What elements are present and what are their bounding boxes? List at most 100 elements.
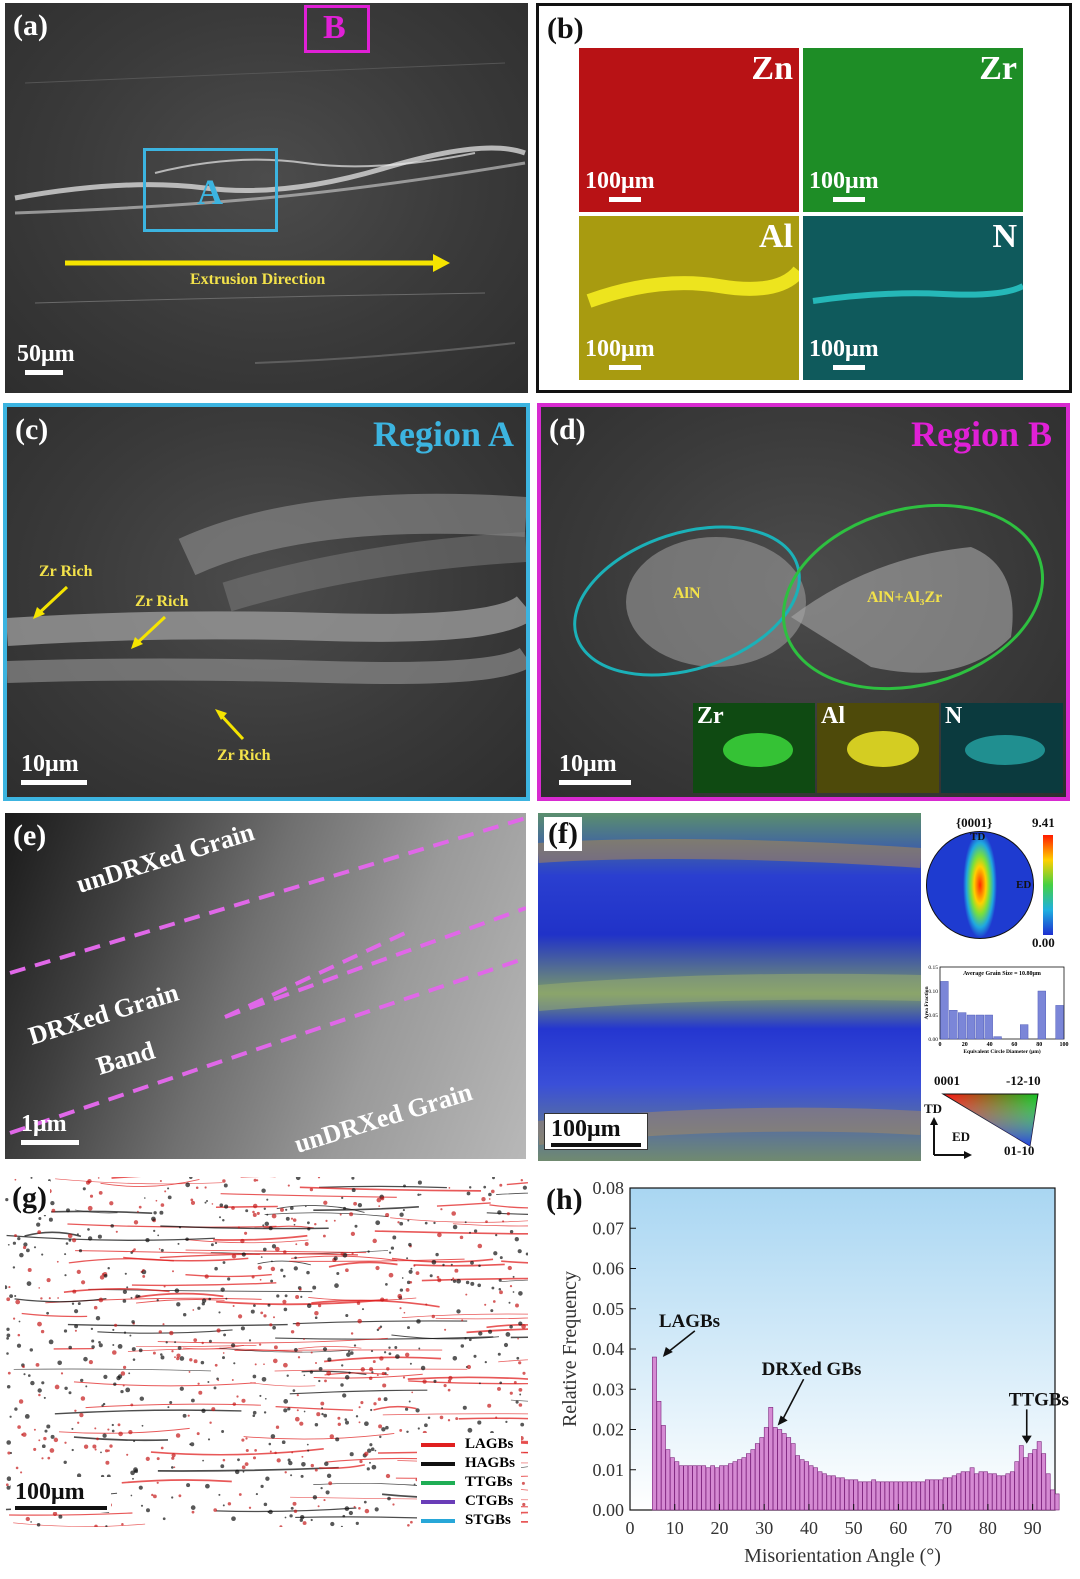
gb-dot	[12, 1241, 16, 1245]
gb-dot	[369, 1443, 373, 1447]
gb-dot	[58, 1514, 63, 1519]
gb-dot	[222, 1179, 226, 1183]
gb-dot	[300, 1474, 304, 1478]
gb-dot	[14, 1294, 17, 1298]
gb-dot	[317, 1303, 322, 1308]
gb-dot	[23, 1242, 28, 1247]
gb-dot	[425, 1303, 428, 1306]
gb-dot	[268, 1442, 272, 1446]
panel-a: (a) A B Extrusion Direction 50μm	[5, 3, 528, 393]
gb-dot	[374, 1507, 379, 1512]
panel-h: (h) 0.00 0.01 0.02 0.03 0.04 0.05 0.06 0.07 0.08 0…	[538, 1175, 1078, 1575]
gb-dot	[64, 1441, 67, 1444]
gb-dot	[473, 1229, 478, 1233]
gb-dot	[227, 1277, 231, 1281]
histogram-bar	[924, 1479, 930, 1511]
gb-dot	[207, 1438, 211, 1441]
panel-e-label: (e)	[13, 819, 47, 852]
gb-dot	[488, 1198, 491, 1200]
gb-dot	[66, 1208, 70, 1213]
histogram-bar	[933, 1479, 939, 1511]
gb-dot	[131, 1249, 135, 1253]
gb-dot	[44, 1429, 48, 1433]
inset-zr: Zr	[693, 703, 815, 793]
gb-dot	[307, 1221, 310, 1225]
x-tick-label: 10	[666, 1518, 684, 1538]
gb-dot	[292, 1389, 296, 1392]
gb-dot	[78, 1249, 83, 1253]
eds-map-zn-scale: 100μm	[585, 168, 655, 202]
gb-dot	[513, 1381, 517, 1384]
gb-dot	[167, 1406, 170, 1409]
pole-ed-label: ED	[1016, 879, 1032, 891]
gb-dot	[205, 1483, 210, 1489]
gb-dot	[431, 1314, 436, 1319]
gb-dot	[250, 1309, 255, 1314]
gb-dot	[485, 1220, 488, 1224]
gb-dot	[37, 1230, 42, 1234]
gb-dot	[290, 1330, 295, 1334]
gb-dot	[452, 1224, 458, 1230]
gb-dot	[452, 1279, 457, 1283]
panel-a-sem-texture	[14, 62, 526, 364]
gb-dot	[345, 1420, 349, 1425]
histogram-bar	[669, 1457, 675, 1511]
gb-line	[157, 1466, 339, 1472]
gb-dot	[237, 1226, 240, 1229]
gb-dot	[193, 1338, 198, 1342]
gb-dot	[280, 1268, 284, 1272]
gb-dot	[318, 1366, 323, 1371]
gb-dot	[48, 1217, 53, 1222]
gb-dot	[284, 1294, 288, 1298]
gb-dot	[26, 1281, 32, 1286]
gb-dot	[41, 1381, 45, 1385]
histogram-bar	[1001, 1475, 1006, 1511]
gb-dot	[200, 1360, 205, 1365]
x-tick-label: 0	[626, 1518, 635, 1538]
gb-dot	[410, 1267, 413, 1270]
gb-dot	[191, 1510, 195, 1514]
gb-dot	[301, 1462, 306, 1467]
gb-dot	[104, 1449, 109, 1453]
gb-line	[514, 1466, 528, 1469]
hist-bar	[984, 1014, 993, 1040]
gb-dot	[310, 1518, 313, 1522]
gb-dot	[232, 1402, 237, 1406]
gb-dot	[274, 1246, 280, 1252]
histogram-bar	[754, 1443, 760, 1511]
gb-dot	[211, 1203, 214, 1205]
gb-dot	[98, 1191, 103, 1195]
gb-dot	[48, 1339, 54, 1345]
gb-dot	[123, 1331, 127, 1334]
hist-ytick-label: 0.05	[928, 1013, 938, 1019]
gb-dot	[170, 1466, 174, 1469]
histogram-bar	[790, 1443, 796, 1511]
gb-dot	[285, 1208, 288, 1211]
gb-dot	[46, 1278, 51, 1283]
gb-dot	[91, 1339, 95, 1343]
gb-dot	[516, 1356, 520, 1360]
gb-dot	[214, 1266, 218, 1271]
gb-dot	[142, 1269, 145, 1272]
hist-bar	[949, 1010, 958, 1040]
gb-dot	[317, 1177, 321, 1179]
gb-dot	[33, 1428, 36, 1431]
axes-ed-label: ED	[952, 1129, 971, 1144]
gb-line	[213, 1234, 308, 1241]
gb-line	[216, 1298, 388, 1306]
gb-dot	[336, 1271, 340, 1276]
gb-line	[435, 1317, 528, 1320]
gb-line	[301, 1370, 367, 1375]
hist-xtick-label: 80	[1036, 1042, 1042, 1048]
legend-swatch-ctgbs	[421, 1499, 455, 1504]
gb-dot	[22, 1365, 25, 1369]
gb-line	[374, 1230, 528, 1235]
gb-dot	[30, 1177, 33, 1179]
gb-dot	[188, 1370, 191, 1373]
gb-dot	[273, 1316, 275, 1319]
legend-swatch-ttgbs	[421, 1480, 455, 1485]
gb-dot	[153, 1229, 156, 1233]
gb-dot	[171, 1453, 176, 1458]
gb-dot	[240, 1238, 245, 1244]
gb-dot	[382, 1383, 387, 1388]
